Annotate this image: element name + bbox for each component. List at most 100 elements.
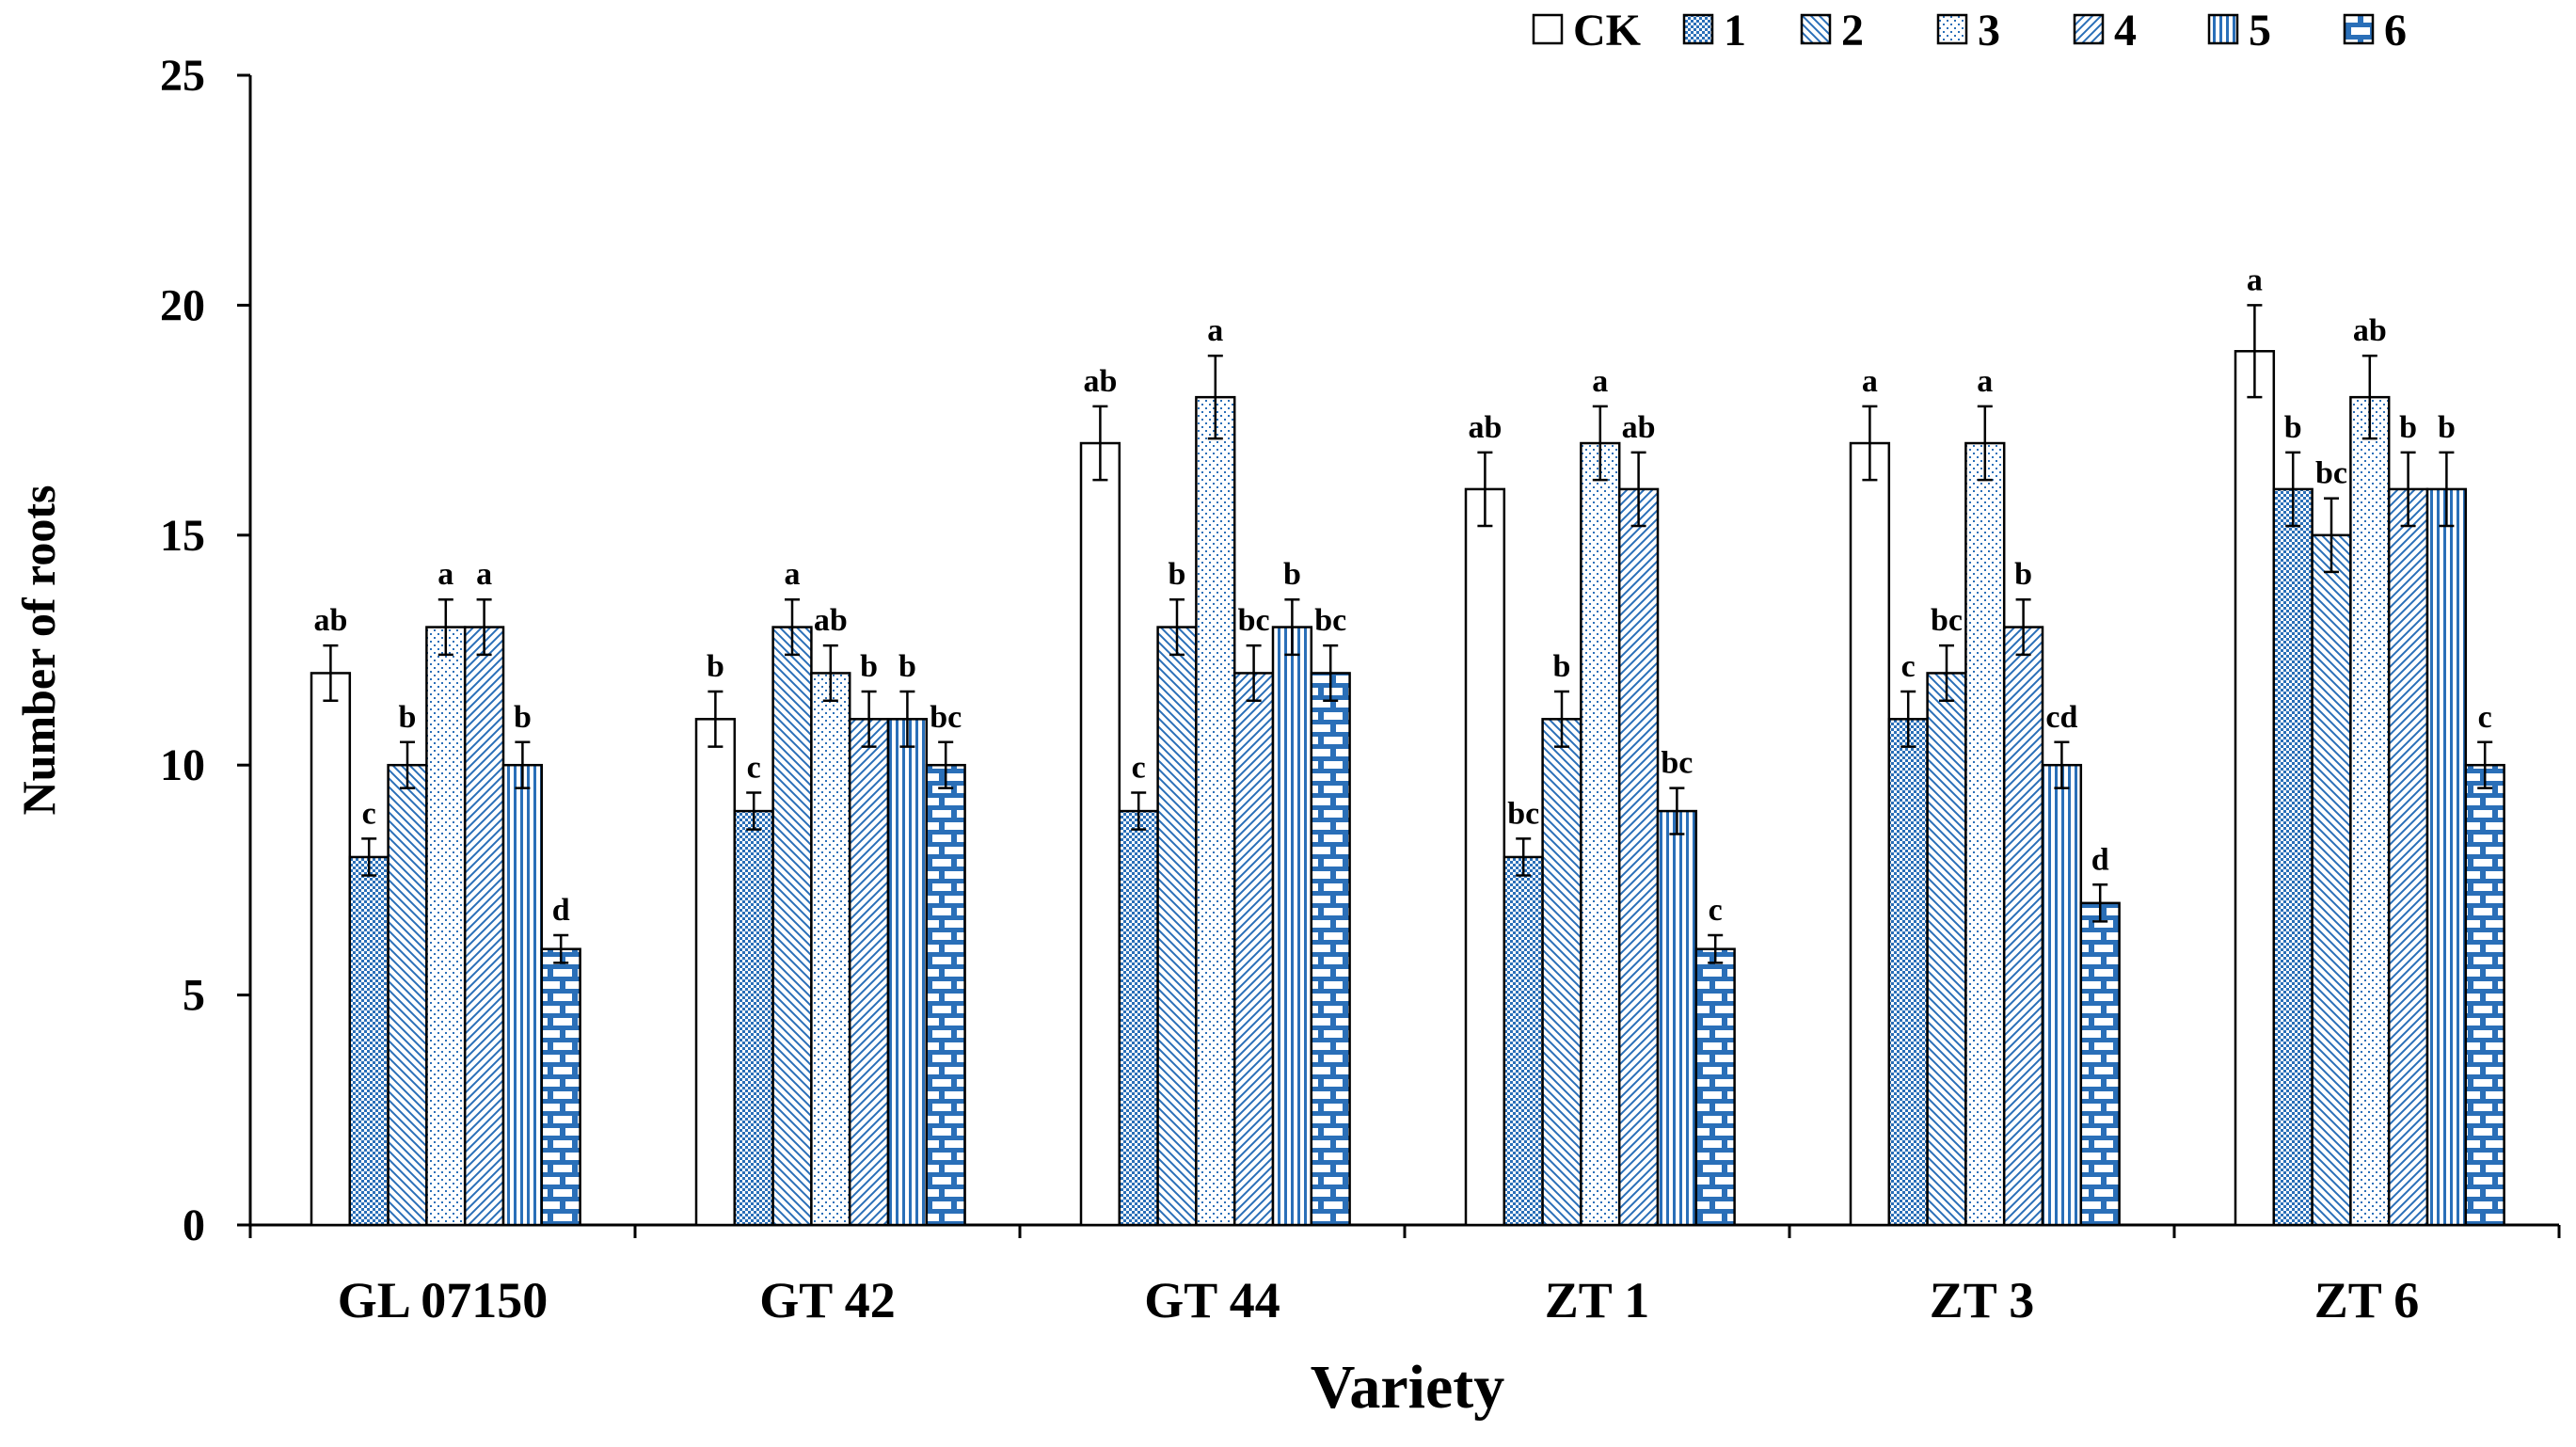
bar-gt-42-2 [771,626,813,1227]
legend-swatch-4 [2073,13,2105,45]
sig-letter-gt-42-2: a [785,557,801,592]
bar-zt-3-6 [2079,901,2121,1227]
bar-zt-1-6 [1694,947,1736,1227]
bar-gt-44-1 [1118,809,1159,1227]
bar-zt-6-1 [2272,487,2314,1227]
legend: CK 1 2 3 4 5 6 [1532,6,2407,56]
axes [248,75,2559,1227]
sig-letter-zt-1-3: a [1592,364,1608,399]
bar-zt-3-ck [1849,441,1891,1227]
sig-letter-zt-3-4: b [2014,557,2032,592]
legend-swatch-2 [1800,13,1832,45]
x-axis-title: Variety [1311,1353,1505,1422]
bar-zt-6-2 [2311,533,2352,1227]
legend-label-1: 1 [1724,6,1746,56]
legend-swatch-5 [2207,13,2239,45]
sig-letter-zt-1-4: ab [1622,410,1656,445]
bar-zt-1-3 [1580,441,1621,1227]
legend-swatch-ck [1532,13,1564,45]
bar-gt-42-3 [810,672,851,1227]
sig-letter-gl-07150-ck: ab [313,603,347,638]
y-ticks: 0 5 10 15 20 25 [160,51,250,1250]
bar-gl-07150-4 [463,626,505,1227]
y-tick-label-25: 25 [160,51,205,101]
sig-letter-gt-44-5: b [1283,557,1301,592]
sig-letter-zt-1-ck: ab [1468,410,1502,445]
bars [310,350,2505,1227]
bar-gt-44-6 [1310,672,1351,1227]
sig-letter-zt-6-5: b [2438,410,2456,445]
sig-letter-gt-44-4: bc [1238,603,1270,638]
sig-letter-gl-07150-1: c [362,796,376,831]
x-category-label-zt-1: ZT 1 [1545,1272,1650,1328]
bar-zt-6-ck [2234,350,2276,1227]
x-category-label-gl-07150: GL 07150 [338,1272,549,1328]
sig-letter-zt-3-ck: a [1862,364,1878,399]
bar-zt-1-4 [1617,487,1660,1227]
sig-letter-gt-42-5: b [898,649,916,684]
sig-letter-gt-44-3: a [1207,313,1223,348]
sig-letter-gt-44-1: c [1132,751,1146,786]
sig-letter-zt-3-2: bc [1931,603,1963,638]
bar-zt-3-2 [1926,672,1967,1227]
sig-letter-zt-3-3: a [1977,364,1993,399]
sig-letter-gt-42-1: c [747,751,761,786]
x-category-label-gt-42: GT 42 [759,1272,896,1328]
legend-label-6: 6 [2384,6,2407,56]
bar-gl-07150-2 [387,763,428,1227]
sig-letter-gl-07150-2: b [399,700,417,735]
bar-gl-07150-6 [540,947,581,1227]
bar-zt-1-5 [1656,809,1698,1227]
bar-zt-1-2 [1541,718,1582,1227]
sig-letter-zt-1-5: bc [1661,746,1693,781]
bar-zt-6-6 [2464,763,2505,1227]
sig-letter-zt-1-6: c [1709,893,1723,928]
bar-gl-07150-3 [425,626,467,1227]
legend-label-3: 3 [1978,6,2000,56]
bar-zt-1-1 [1503,855,1544,1227]
bar-gt-44-3 [1195,395,1236,1227]
error-bars [323,304,2493,964]
sig-letter-gl-07150-5: b [514,700,532,735]
bar-gt-44-5 [1271,626,1313,1227]
sig-letter-gt-44-2: b [1169,557,1186,592]
x-category-label-zt-3: ZT 3 [1930,1272,2035,1328]
legend-label-2: 2 [1841,6,1864,56]
y-axis-title: Number of roots [12,485,65,816]
sig-letter-gl-07150-6: d [552,893,570,928]
bar-zt-3-1 [1887,718,1929,1227]
legend-label-4: 4 [2114,6,2137,56]
legend-swatch-3 [1936,13,1968,45]
bar-gl-07150-1 [348,855,390,1227]
bar-gl-07150-ck [310,672,352,1227]
bar-gl-07150-5 [501,763,544,1227]
bar-zt-1-ck [1464,487,1506,1227]
sig-letter-zt-6-4: b [2399,410,2417,445]
x-ticks: GL 07150 GT 42 GT 44 ZT 1 ZT 3 ZT 6 [248,1225,2561,1328]
sig-letter-gt-42-6: bc [930,700,962,735]
sig-letter-zt-1-1: bc [1507,796,1539,831]
sig-letter-gl-07150-4: a [476,557,492,592]
sig-letter-zt-3-5: cd [2045,700,2077,735]
legend-label-5: 5 [2249,6,2271,56]
bar-zt-3-4 [2002,626,2044,1227]
bar-gt-42-6 [925,763,966,1227]
y-tick-label-20: 20 [160,280,205,330]
bar-gt-44-2 [1156,626,1198,1227]
sig-letter-zt-6-2: bc [2315,456,2347,491]
sig-letter-zt-6-3: ab [2353,313,2387,348]
x-category-label-gt-44: GT 44 [1144,1272,1280,1328]
legend-swatch-6 [2343,13,2375,45]
legend-swatch-1 [1682,13,1714,45]
bar-gt-44-4 [1232,672,1275,1227]
y-tick-label-0: 0 [183,1201,205,1250]
bar-gt-42-ck [694,718,737,1227]
sig-letter-gt-42-3: ab [814,603,848,638]
y-tick-label-10: 10 [160,740,205,790]
bar-gt-42-4 [848,718,890,1227]
bar-zt-6-3 [2349,395,2391,1227]
sig-letter-zt-6-1: b [2284,410,2302,445]
sig-letter-gt-44-6: bc [1314,603,1346,638]
sig-letter-gt-42-4: b [860,649,878,684]
